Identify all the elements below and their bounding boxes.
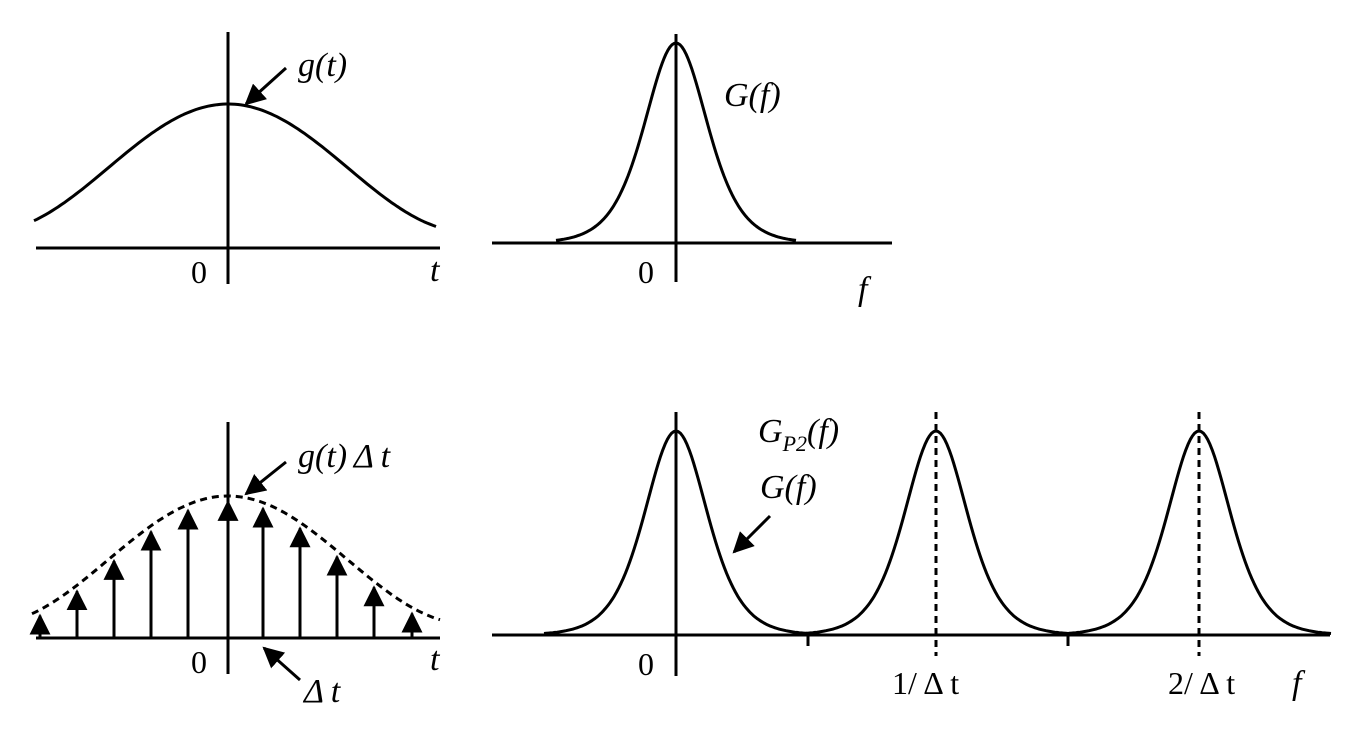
- t-axis-label: t: [430, 252, 441, 289]
- origin-label: 0: [191, 254, 207, 290]
- t-axis-label: t: [430, 641, 441, 678]
- panel-spectrum: G(f) 0 f: [492, 34, 892, 308]
- gp2-label: GP2(f): [758, 413, 839, 456]
- panel-time-signal: g(t) 0 t: [33, 32, 441, 290]
- dt-label: Δ t: [302, 673, 342, 710]
- dt-pointer-arrow: [262, 646, 301, 682]
- origin-label: 0: [638, 646, 654, 682]
- sampled-envelope-dashed: [31, 494, 441, 622]
- tick-label-1-over-dt: 1/ Δ t: [892, 665, 959, 701]
- f-axis-label: f: [1292, 665, 1306, 702]
- gf-curve: [555, 41, 797, 242]
- origin-label: 0: [191, 644, 207, 680]
- sample-arrows: [29, 499, 423, 638]
- panel-periodic-spectrum: GP2(f) G(f) 0 1/ Δ t 2/ Δ t f: [492, 412, 1332, 702]
- origin-label: 0: [638, 254, 654, 290]
- gp2-curve: [543, 429, 1332, 635]
- gt-dt-pointer-arrow: [244, 460, 287, 496]
- f-axis-label: f: [858, 271, 872, 308]
- gf-label: G(f): [724, 77, 781, 114]
- gf-label: G(f): [760, 469, 817, 506]
- gf-pointer-arrow: [732, 514, 772, 554]
- panel-sampled-signal: g(t) Δ t Δ t 0 t: [29, 422, 441, 710]
- gt-dt-label: g(t) Δ t: [298, 438, 392, 475]
- gt-label: g(t): [298, 47, 347, 84]
- gt-pointer-arrow: [244, 66, 288, 106]
- gt-curve: [33, 102, 437, 228]
- tick-label-2-over-dt: 2/ Δ t: [1168, 665, 1235, 701]
